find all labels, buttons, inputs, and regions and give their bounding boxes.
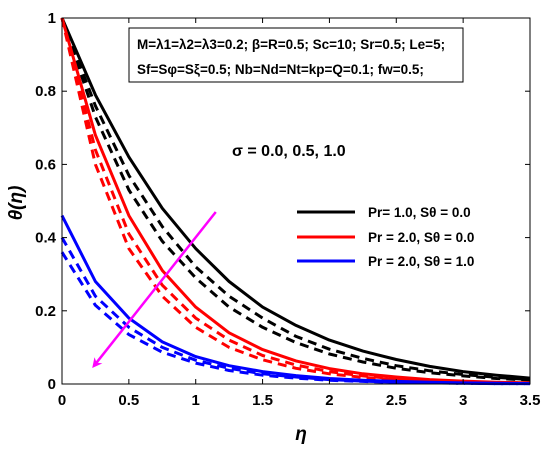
series-line-red-dashed-5 (60, 17, 531, 385)
x-tick-label: 1 (192, 392, 200, 409)
x-axis-label: η (295, 424, 307, 445)
axes-frame (61, 17, 531, 385)
y-axis-label: θ(η) (6, 186, 27, 221)
x-tick-label: 0 (58, 392, 66, 409)
x-tick-label: 2.5 (386, 392, 407, 409)
y-tick-label: 1 (48, 10, 56, 27)
axes-layer: 0 0.5 1 1.5 2 2.5 3 3.5 0 0.2 0.4 0.6 0.8 1 (35, 10, 540, 409)
info-box: M=λ1=λ2=λ3=0.2; β=R=0.5; Sc=10; Sr=0.5; … (128, 27, 464, 83)
info-line-1: M=λ1=λ2=λ3=0.2; β=R=0.5; Sc=10; Sr=0.5; … (137, 37, 445, 52)
series-line-black-solid (60, 17, 531, 380)
x-tick-label: 3.5 (520, 392, 541, 409)
y-tick-label: 0.8 (35, 83, 56, 100)
series-layer (60, 17, 531, 386)
x-tick-label: 2 (325, 392, 333, 409)
legend-label-blue: Pr = 2.0, Sθ = 1.0 (368, 254, 474, 269)
x-tick-label: 0.5 (118, 392, 139, 409)
series-line-black-dashed-2 (60, 17, 531, 382)
legend-label-red: Pr = 2.0, Sθ = 0.0 (368, 230, 474, 245)
y-tick-label: 0 (48, 376, 56, 393)
y-tick-label: 0.6 (35, 156, 56, 173)
series-line-blue-dashed-7 (60, 236, 530, 386)
sigma-annotation: σ = 0.0, 0.5, 1.0 (232, 143, 346, 160)
y-tick-label: 0.4 (35, 230, 57, 247)
info-box-frame (128, 27, 464, 83)
annotation-layer (92, 211, 217, 369)
x-tick-label: 1.5 (252, 392, 273, 409)
trend-arrow (92, 211, 217, 369)
legend-label-black: Pr= 1.0, Sθ = 0.0 (368, 205, 471, 220)
info-line-2: Sf=Sφ=Sξ=0.5; Nb=Nd=Nt=kp=Q=0.1; fw=0.5; (137, 62, 424, 77)
series-line-black-dashed-1 (60, 17, 531, 382)
series-line-blue-dashed-8 (60, 251, 530, 386)
x-tick-label: 3 (459, 392, 467, 409)
legend: Pr= 1.0, Sθ = 0.0 Pr = 2.0, Sθ = 0.0 Pr … (297, 205, 474, 269)
y-tick-label: 0.2 (35, 303, 56, 320)
